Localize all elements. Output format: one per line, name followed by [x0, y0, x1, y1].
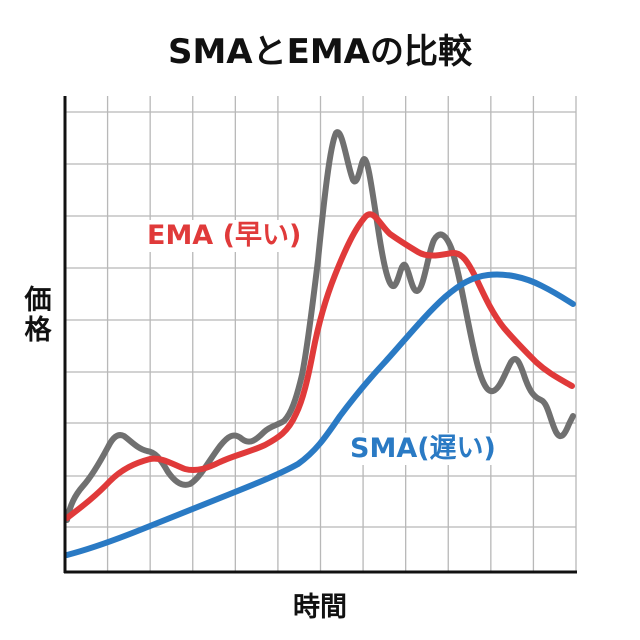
ema-label: EMA (早い) [144, 220, 305, 252]
x-axis-label: 時間 [293, 592, 347, 623]
ema-line [64, 211, 575, 521]
y-axis-label-text: 価格 [24, 285, 52, 346]
price-line [64, 129, 576, 523]
grid-lines [65, 96, 577, 572]
chart-title: SMAとEMAの比較 [167, 32, 472, 72]
sma-line [64, 271, 576, 558]
axes [63, 96, 577, 574]
sma-label: SMA(遅い) [347, 433, 499, 465]
y-axis-label: 価格 [20, 286, 56, 346]
